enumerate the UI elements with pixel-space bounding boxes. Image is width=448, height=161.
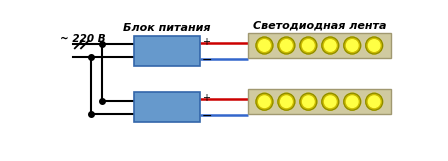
Circle shape xyxy=(302,96,314,108)
Circle shape xyxy=(344,37,361,54)
Text: Блок питания: Блок питания xyxy=(123,23,211,33)
Circle shape xyxy=(322,37,339,54)
Circle shape xyxy=(366,37,383,54)
Circle shape xyxy=(368,96,380,108)
Circle shape xyxy=(256,37,273,54)
Circle shape xyxy=(302,40,314,51)
Circle shape xyxy=(322,93,339,110)
Circle shape xyxy=(344,93,361,110)
Circle shape xyxy=(256,93,273,110)
Circle shape xyxy=(346,40,358,51)
Circle shape xyxy=(324,96,336,108)
Circle shape xyxy=(278,93,295,110)
Text: +: + xyxy=(202,37,210,47)
Circle shape xyxy=(300,93,317,110)
Bar xyxy=(134,36,199,66)
Circle shape xyxy=(258,96,270,108)
Bar xyxy=(248,33,391,58)
Text: Светодиодная лента: Светодиодная лента xyxy=(253,20,386,30)
Text: −: − xyxy=(202,54,212,67)
Circle shape xyxy=(280,96,292,108)
Bar xyxy=(248,89,391,114)
Circle shape xyxy=(366,93,383,110)
Text: ~ 220 В: ~ 220 В xyxy=(60,34,106,44)
Circle shape xyxy=(278,37,295,54)
Circle shape xyxy=(300,37,317,54)
Circle shape xyxy=(368,40,380,51)
Circle shape xyxy=(324,40,336,51)
Circle shape xyxy=(280,40,292,51)
Text: +: + xyxy=(202,93,210,103)
Text: −: − xyxy=(202,110,212,123)
Circle shape xyxy=(258,40,270,51)
Circle shape xyxy=(346,96,358,108)
Bar xyxy=(134,92,199,122)
